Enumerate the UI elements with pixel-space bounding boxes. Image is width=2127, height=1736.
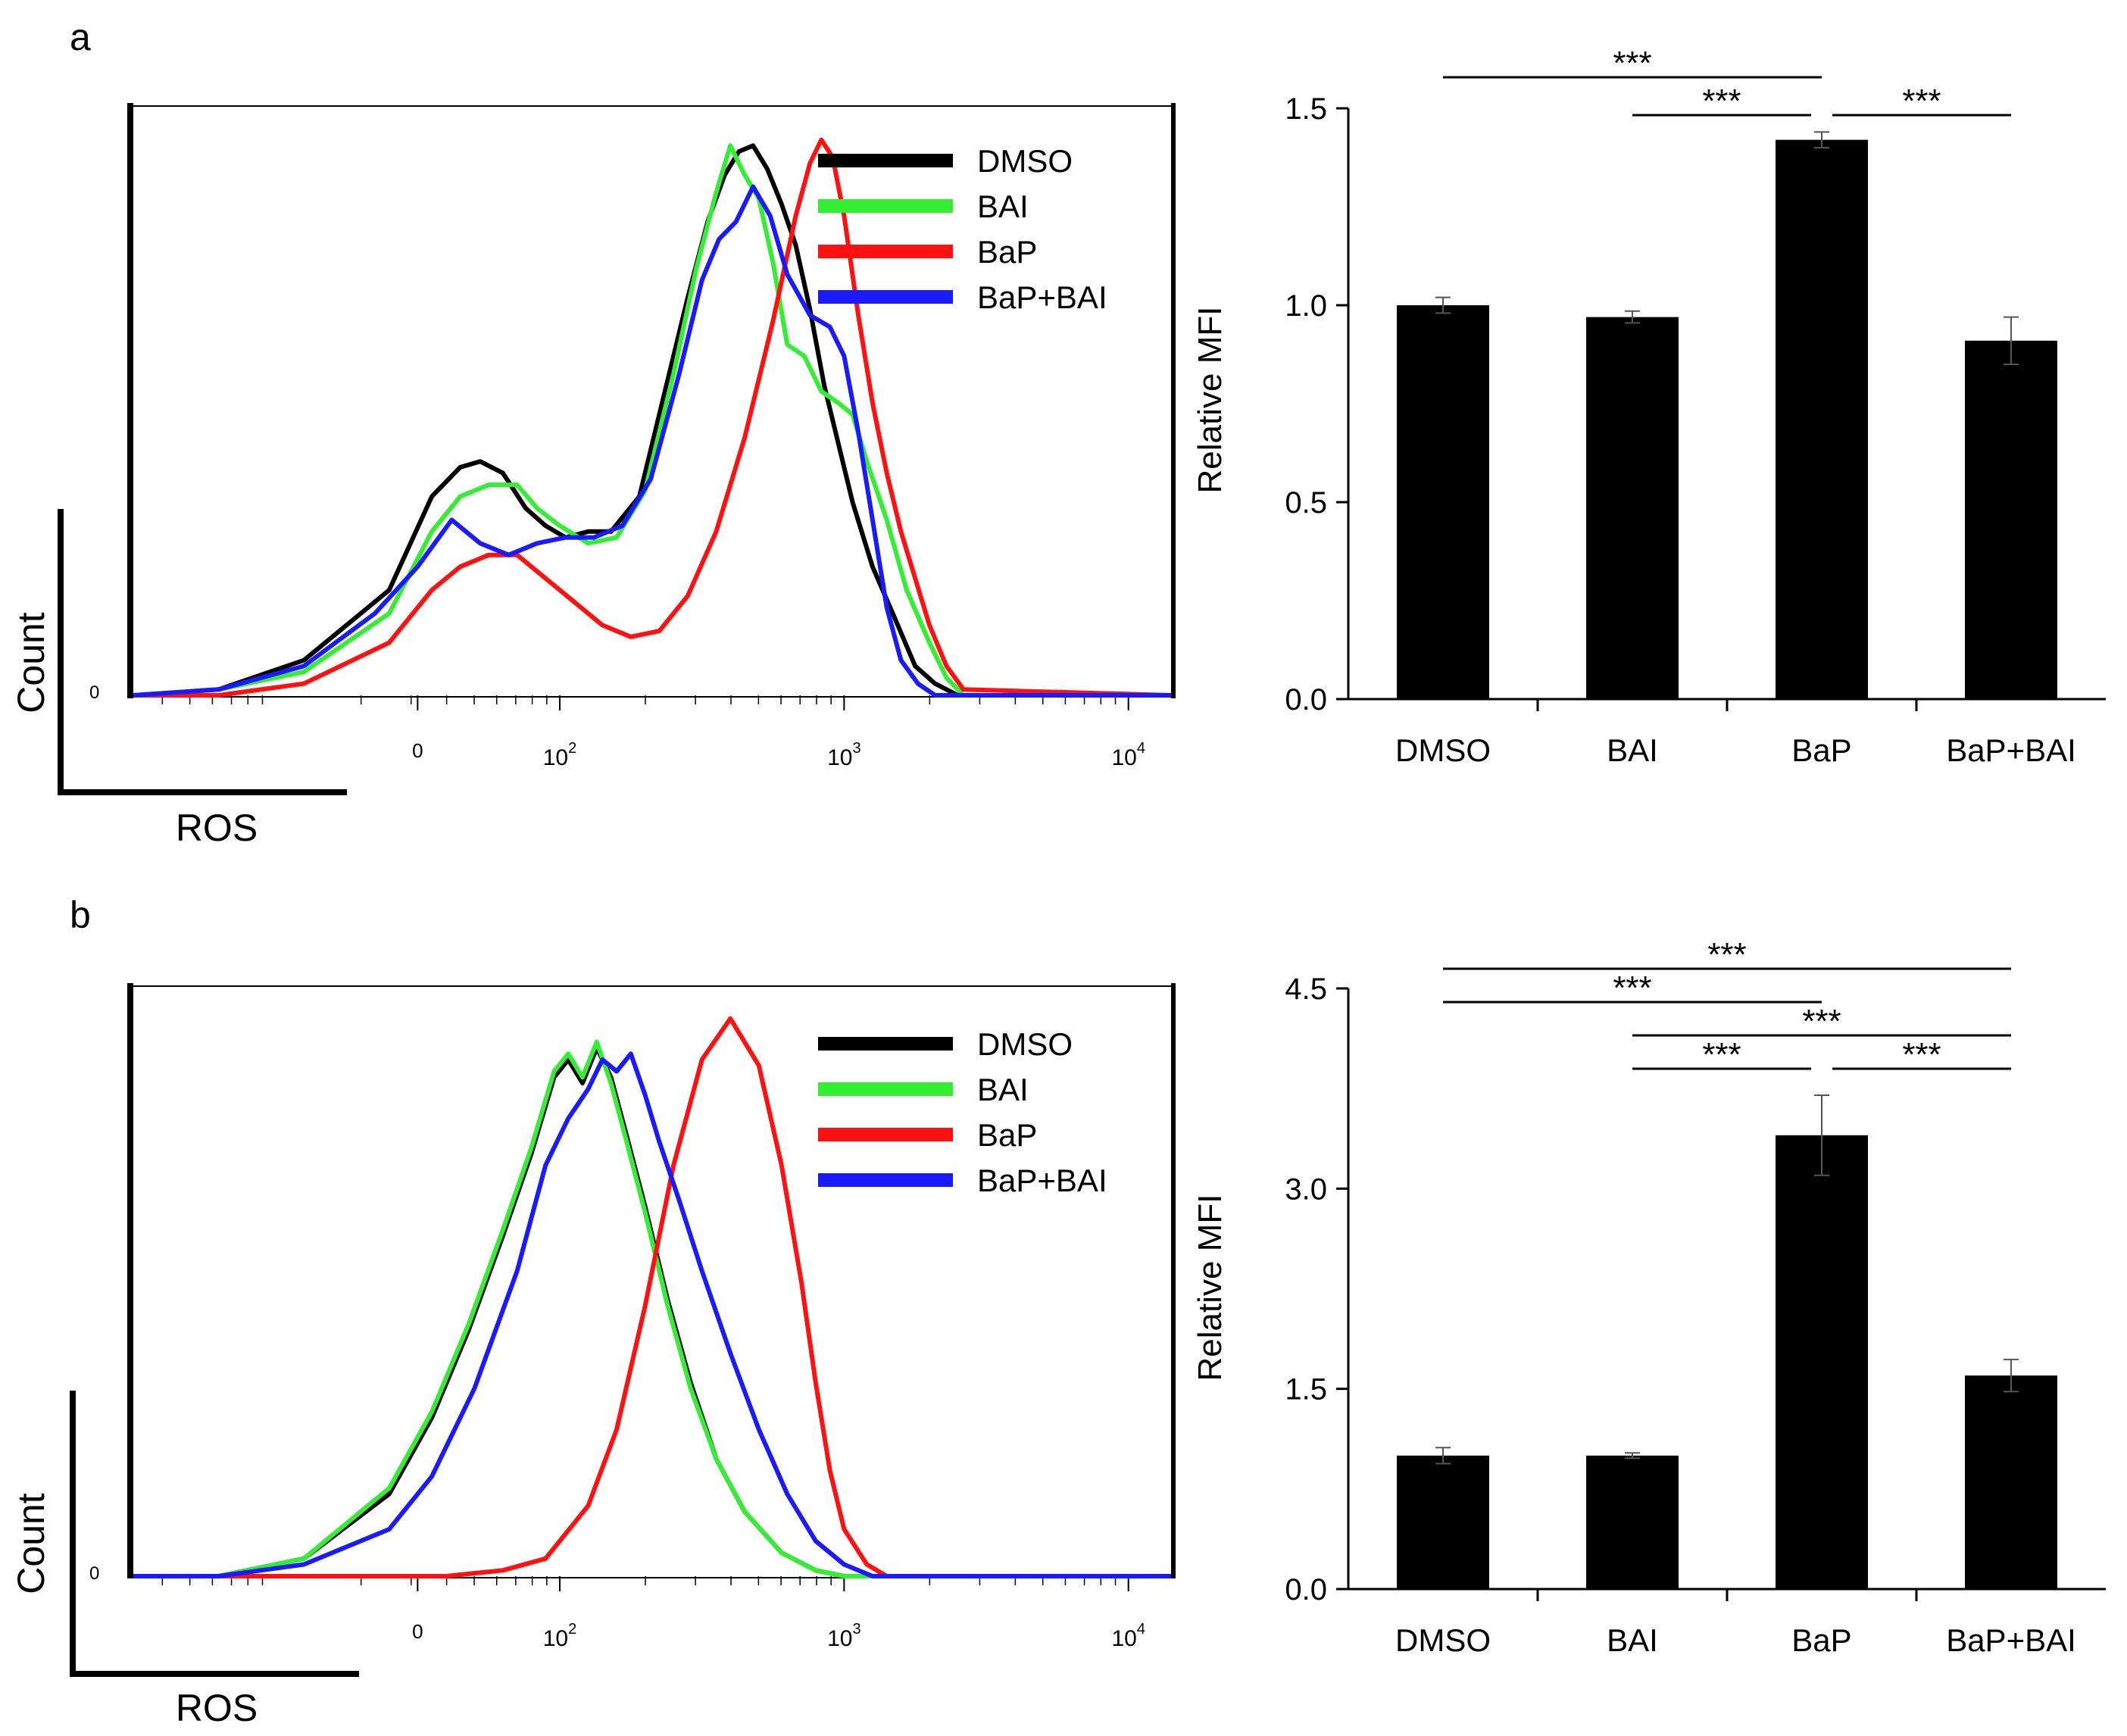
hist-b-xtick-label: 0	[412, 1620, 423, 1643]
histogram-panel-a: DMSO BAI BaP BaP+BAI 0 0 102 103 104 Count ROS	[10, 103, 1176, 849]
panel-label-a: a	[70, 16, 91, 58]
bar-a-ytick-label: 0.5	[1285, 486, 1327, 520]
histogram-panel-b: DMSO BAI BaP BaP+BAI 0 0 102 103 104 Count ROS	[10, 983, 1176, 1729]
category-label: BaP+BAI	[1946, 1622, 2076, 1658]
bar-dmso	[1397, 1455, 1489, 1589]
legend-swatch-bap	[818, 245, 953, 258]
hist-line-bai	[133, 1039, 1171, 1578]
hist-b-x-scalebar	[70, 1671, 359, 1677]
hist-a-xtick-label: 102	[543, 740, 577, 770]
significance-stars: ***	[1702, 83, 1741, 120]
panel-label-b: b	[70, 894, 91, 936]
category-label: DMSO	[1395, 1622, 1491, 1658]
legend-swatch-bai	[818, 199, 953, 213]
legend-label: BaP	[977, 1117, 1037, 1153]
category-label: BaP	[1791, 732, 1851, 768]
legend-swatch-bai	[818, 1082, 953, 1096]
hist-line-bap-plus-bai	[133, 1051, 1171, 1578]
significance-stars: ***	[1702, 1036, 1741, 1073]
bar-bap	[1776, 1135, 1868, 1589]
hist-b-xtick-label: 103	[827, 1621, 861, 1651]
bar-b-ytick-label: 4.5	[1285, 973, 1327, 1006]
hist-b-left-border	[127, 983, 133, 1578]
hist-b-xtick-label: 104	[1111, 1621, 1145, 1651]
hist-b-y-axis-label: Count	[10, 1493, 52, 1594]
hist-a-y-scalebar	[58, 509, 64, 795]
bar-b-ytick-label: 1.5	[1285, 1373, 1327, 1407]
significance-stars: ***	[1707, 936, 1746, 973]
hist-a-left-border	[127, 103, 133, 698]
legend-swatch-bap-plus-bai	[818, 290, 953, 304]
bar-bap-plus-bai	[1965, 340, 2057, 699]
hist-a-y-axis-label: Count	[10, 612, 52, 713]
hist-b-y-scalebar	[70, 1391, 76, 1677]
hist-a-x-scalebar	[58, 789, 347, 795]
bar-a-y-axis-label: Relative MFI	[1192, 307, 1229, 494]
bar-bai	[1586, 317, 1679, 699]
category-label: BaP	[1791, 1622, 1851, 1658]
legend-label: BAI	[977, 1072, 1029, 1107]
legend-label: BaP	[977, 234, 1037, 270]
legend-swatch-bap	[818, 1128, 953, 1141]
legend-label: BAI	[977, 189, 1029, 224]
hist-a-xtick-label: 103	[827, 740, 861, 770]
bar-a-ytick-label: 1.5	[1285, 92, 1327, 126]
bar-b-ytick-label: 0.0	[1285, 1573, 1327, 1606]
significance-stars: ***	[1902, 1036, 1941, 1073]
hist-b-y-zero-label: 0	[89, 1563, 99, 1584]
legend-label: BaP+BAI	[977, 279, 1107, 315]
hist-line-bap	[133, 1016, 1171, 1578]
category-label: BaP+BAI	[1946, 732, 2076, 768]
bar-chart-panel-a: Relative MFI 0.0 0.5 1.0 1.5 DMSO BAI BaP BaP+B…	[1192, 45, 2106, 768]
hist-b-right-border	[1171, 983, 1176, 1578]
hist-a-xtick-label: 104	[1111, 740, 1145, 770]
bar-bap-plus-bai	[1965, 1375, 2057, 1589]
hist-a-y-zero-label: 0	[89, 682, 99, 703]
category-label: DMSO	[1395, 732, 1491, 768]
hist-b-xtick-label: 102	[543, 1621, 577, 1651]
bar-chart-panel-b: Relative MFI 0.0 1.5 3.0 4.5 DMSO BAI BaP BaP+B…	[1192, 936, 2106, 1658]
hist-line-bai	[133, 143, 1171, 698]
significance-stars: ***	[1802, 1003, 1841, 1040]
hist-line-bap	[133, 137, 1172, 698]
hist-b-x-axis-label: ROS	[176, 1687, 258, 1729]
legend-swatch-dmso	[818, 1037, 953, 1051]
bar-a-ytick-label: 0.0	[1285, 683, 1327, 717]
category-label: BAI	[1607, 732, 1658, 768]
hist-a-xtick-label: 0	[412, 739, 423, 762]
legend-swatch-bap-plus-bai	[818, 1173, 953, 1187]
legend-swatch-dmso	[818, 154, 953, 167]
significance-stars: ***	[1902, 83, 1941, 120]
bar-dmso	[1397, 305, 1489, 699]
hist-a-right-border	[1171, 103, 1176, 698]
bar-bai	[1586, 1455, 1679, 1589]
bar-b-ytick-label: 3.0	[1285, 1172, 1327, 1206]
legend-label: DMSO	[977, 1026, 1073, 1062]
hist-line-dmso	[133, 143, 1171, 698]
legend-label: BaP+BAI	[977, 1163, 1107, 1198]
bar-bap	[1776, 139, 1868, 700]
legend-label: DMSO	[977, 143, 1073, 179]
bar-a-ytick-label: 1.0	[1285, 289, 1327, 323]
category-label: BAI	[1607, 1622, 1658, 1658]
significance-stars: ***	[1613, 45, 1651, 82]
bar-b-y-axis-label: Relative MFI	[1192, 1194, 1229, 1382]
significance-stars: ***	[1613, 969, 1651, 1007]
hist-a-x-axis-label: ROS	[176, 807, 258, 849]
hist-line-bap-plus-bai	[133, 184, 1171, 698]
